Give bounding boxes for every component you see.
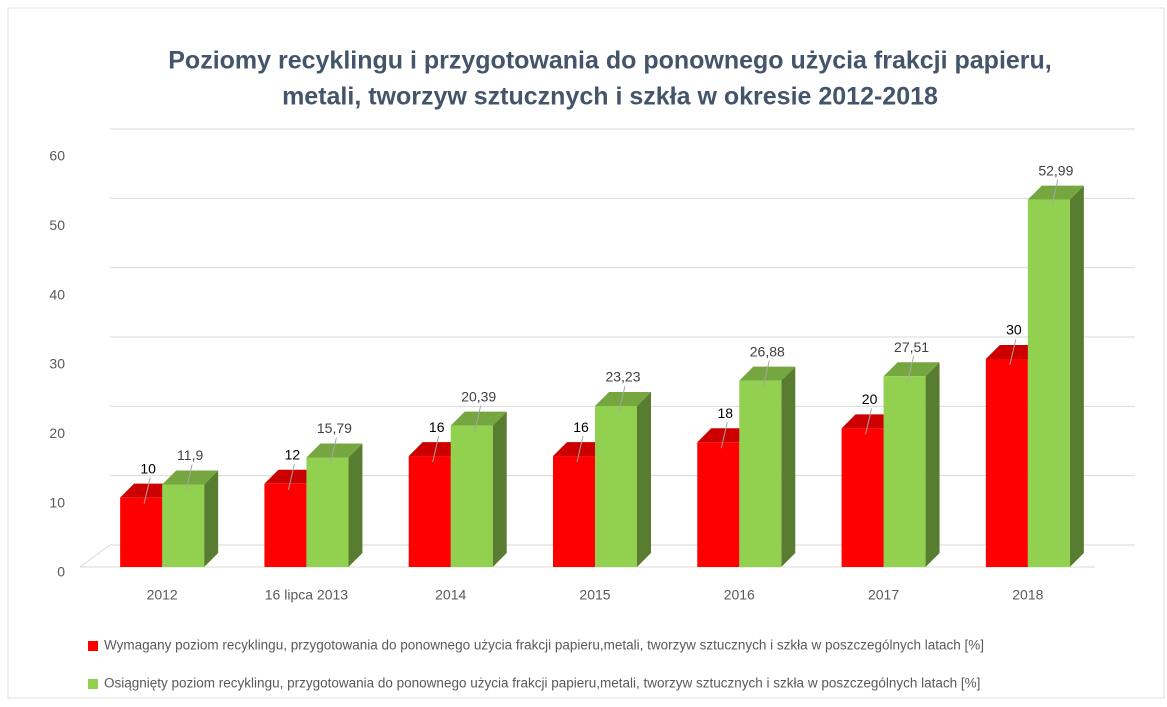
label-leader bbox=[474, 405, 482, 432]
label-leader bbox=[907, 356, 915, 383]
label-leader bbox=[432, 435, 440, 463]
label-leader bbox=[762, 360, 770, 387]
bar-front bbox=[1027, 199, 1070, 567]
y-tick-label: 30 bbox=[49, 356, 65, 372]
bar-side bbox=[781, 366, 796, 567]
bar-front bbox=[739, 380, 782, 567]
label-leader bbox=[618, 385, 626, 413]
data-label: 20,39 bbox=[461, 388, 496, 404]
bar bbox=[162, 470, 219, 567]
label-leader bbox=[1051, 179, 1059, 206]
data-label: 52,99 bbox=[1038, 162, 1073, 178]
bar-front bbox=[408, 456, 451, 567]
bar-front bbox=[120, 497, 163, 567]
bar-front bbox=[985, 359, 1028, 567]
bar bbox=[306, 443, 363, 567]
bar-side bbox=[204, 470, 219, 567]
bar bbox=[595, 391, 651, 567]
bar bbox=[1027, 185, 1084, 567]
bar-top bbox=[162, 470, 219, 485]
bar bbox=[883, 362, 940, 567]
bar-front bbox=[306, 457, 349, 567]
data-label: 11,9 bbox=[177, 447, 203, 463]
chart-title: metali, tworzyw sztucznych i szkła w okr… bbox=[282, 83, 938, 111]
legend-swatch bbox=[88, 641, 98, 651]
chart-frame bbox=[7, 7, 1165, 699]
bar-front bbox=[697, 442, 740, 567]
bar-front bbox=[553, 456, 595, 567]
bar-side bbox=[348, 443, 363, 567]
bar-top bbox=[883, 362, 940, 377]
data-label: 12 bbox=[285, 447, 301, 463]
y-tick-label: 50 bbox=[49, 217, 65, 233]
bar-front bbox=[450, 425, 493, 567]
data-label: 16 bbox=[573, 419, 589, 435]
x-tick-label: 2018 bbox=[1012, 587, 1043, 603]
label-leader bbox=[865, 408, 873, 435]
bar-top bbox=[450, 411, 507, 426]
data-label: 20 bbox=[862, 391, 878, 407]
legend-label: Osiągnięty poziom recyklingu, przygotowa… bbox=[104, 676, 980, 691]
data-label: 23,23 bbox=[605, 369, 640, 385]
floor-edge bbox=[79, 544, 111, 568]
y-tick-label: 0 bbox=[57, 564, 65, 580]
bar-front bbox=[883, 376, 926, 567]
y-tick-label: 40 bbox=[49, 286, 65, 302]
bar bbox=[450, 411, 507, 567]
label-leader bbox=[143, 477, 151, 504]
bar-top bbox=[739, 366, 796, 381]
label-leader bbox=[287, 463, 295, 490]
bar-side bbox=[492, 411, 507, 567]
bar-side bbox=[1069, 185, 1084, 567]
bar-top bbox=[595, 391, 651, 406]
data-label: 30 bbox=[1006, 322, 1022, 338]
y-tick-label: 10 bbox=[49, 494, 65, 510]
label-leader bbox=[720, 422, 728, 449]
data-label: 26,88 bbox=[750, 343, 785, 359]
x-tick-label: 2015 bbox=[579, 587, 610, 603]
legend-label: Wymagany poziom recyklingu, przygotowani… bbox=[104, 638, 984, 653]
y-tick-label: 60 bbox=[49, 148, 65, 164]
legend-swatch bbox=[88, 679, 98, 689]
bar-front bbox=[162, 484, 205, 567]
bar-top bbox=[306, 443, 363, 458]
x-tick-label: 16 lipca 2013 bbox=[265, 587, 349, 603]
x-tick-label: 2016 bbox=[724, 587, 755, 603]
x-tick-label: 2017 bbox=[868, 587, 899, 603]
y-tick-label: 20 bbox=[49, 425, 65, 441]
bar bbox=[739, 366, 796, 567]
bar-front bbox=[264, 483, 307, 567]
bar-front bbox=[595, 405, 637, 567]
data-label: 18 bbox=[717, 405, 733, 421]
bar-side bbox=[637, 391, 651, 567]
data-label: 16 bbox=[429, 419, 445, 435]
x-tick-label: 2012 bbox=[147, 587, 178, 603]
bar-side bbox=[925, 362, 940, 567]
label-leader bbox=[1009, 338, 1017, 366]
label-leader bbox=[576, 435, 584, 463]
label-leader bbox=[329, 437, 337, 464]
x-tick-label: 2014 bbox=[435, 587, 466, 603]
bar-front bbox=[841, 428, 884, 567]
chart-title: Poziomy recyklingu i przygotowania do po… bbox=[168, 47, 1051, 75]
bar-top bbox=[1027, 185, 1084, 200]
data-label: 15,79 bbox=[317, 420, 352, 436]
label-leader bbox=[185, 464, 193, 491]
data-label: 27,51 bbox=[894, 339, 929, 355]
data-label: 10 bbox=[140, 460, 156, 476]
